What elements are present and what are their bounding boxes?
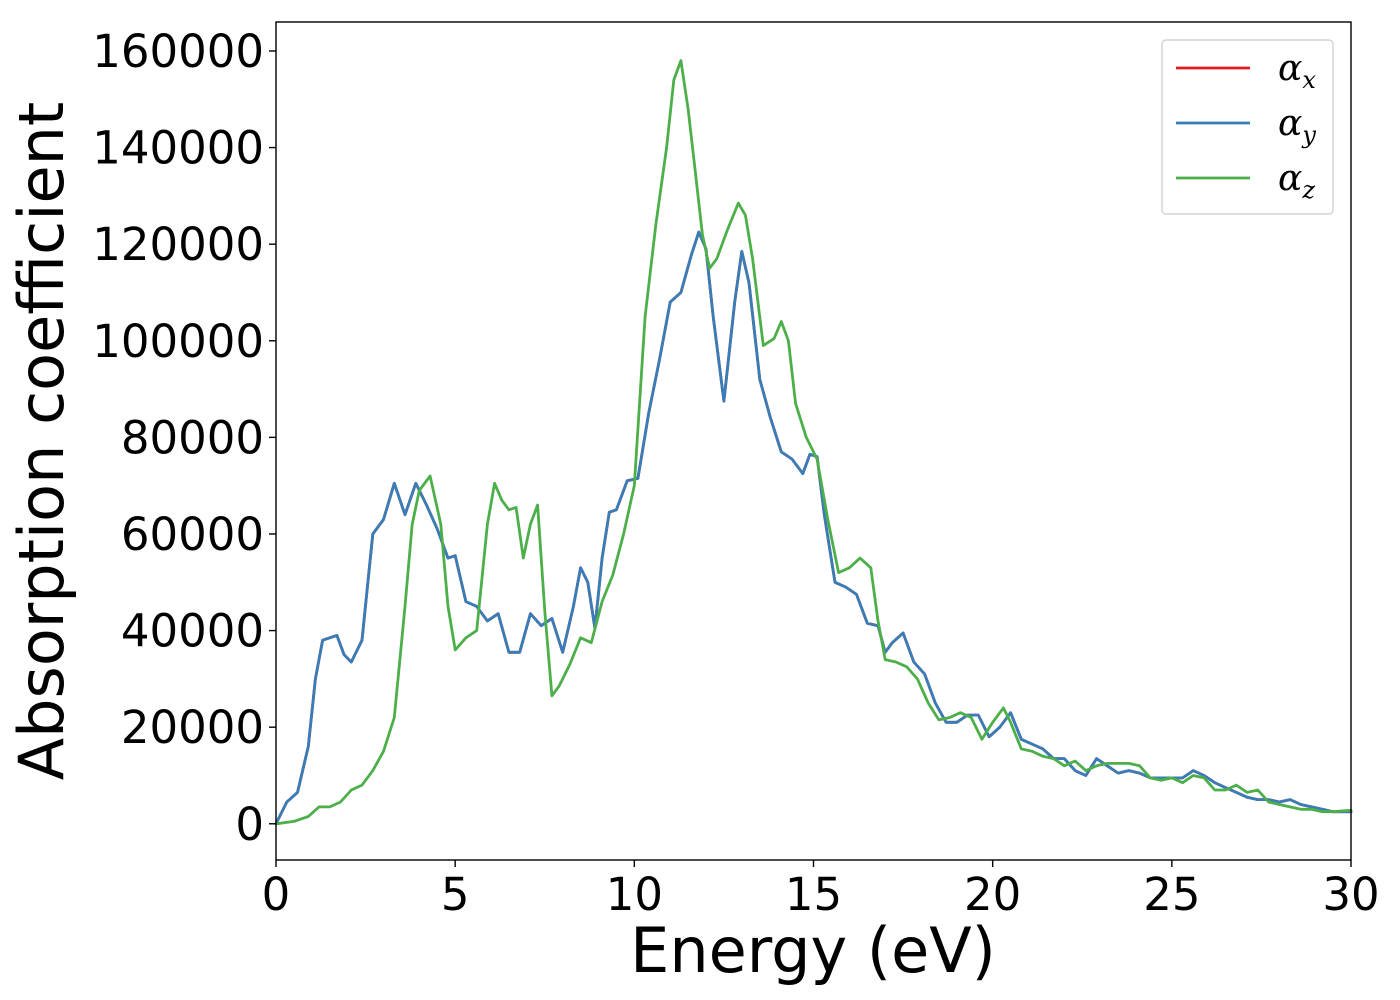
y-axis: 0 20000 40000 60000 80000 100000 120000 140000 1… [92, 25, 276, 851]
x-axis-title: Energy (eV) [630, 914, 996, 987]
legend-label-sub: y [1301, 121, 1316, 149]
x-axis: 0 5 10 15 20 25 30 [262, 860, 1380, 921]
y-tick-label: 120000 [92, 218, 264, 271]
y-tick-label: 100000 [92, 315, 264, 368]
series-line-3 [274, 59, 1353, 826]
legend-label-base: α [1278, 158, 1302, 199]
y-tick-label: 20000 [121, 701, 264, 754]
x-tick-label: 30 [1322, 868, 1379, 921]
x-tick-label: 20 [964, 868, 1021, 921]
y-tick-label: 80000 [121, 411, 264, 464]
y-tick-label: 160000 [92, 25, 264, 78]
y-axis-title: Absorption coefficient [5, 102, 78, 781]
y-tick-label: 60000 [121, 508, 264, 561]
legend-label-2: αy [1278, 103, 1316, 149]
legend-box [1161, 39, 1334, 215]
series-line-2 [274, 230, 1353, 826]
y-tick-label: 0 [235, 798, 264, 851]
x-tick-label: 15 [785, 868, 842, 921]
legend-label-sub: z [1301, 176, 1315, 204]
legend-label-3: αz [1278, 158, 1315, 204]
y-tick-label: 40000 [121, 605, 264, 658]
legend-label-sub: x [1302, 66, 1316, 94]
x-tick-label: 10 [606, 868, 663, 921]
legend-label-1: αx [1278, 48, 1316, 94]
series-layer [274, 59, 1353, 826]
legend-label-base: α [1278, 48, 1302, 89]
x-tick-label: 0 [262, 868, 291, 921]
y-tick-label: 140000 [92, 122, 264, 175]
x-tick-label: 5 [441, 868, 470, 921]
legend-label-base: α [1278, 103, 1302, 144]
x-tick-label: 25 [1143, 868, 1200, 921]
